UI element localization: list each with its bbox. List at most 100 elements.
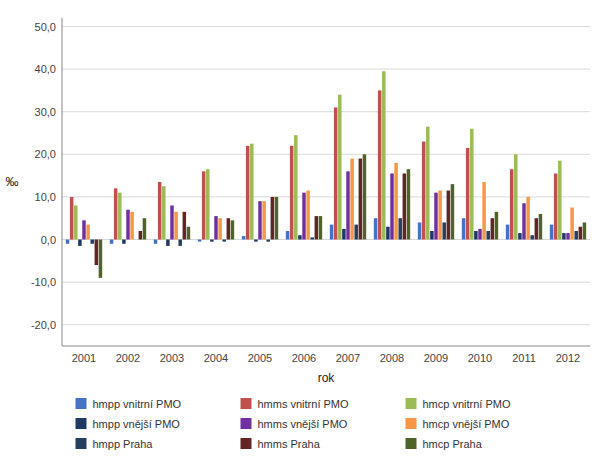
bar	[583, 222, 586, 239]
bar	[491, 218, 494, 239]
y-tick-label: -10,0	[31, 276, 56, 288]
bar	[378, 90, 381, 239]
bar	[206, 169, 209, 239]
bar	[562, 233, 565, 239]
bar	[286, 231, 289, 240]
bar	[82, 220, 85, 239]
bar	[374, 218, 377, 239]
x-tick-label: 2006	[292, 352, 316, 364]
bar	[514, 154, 517, 239]
x-axis-title: rok	[318, 371, 336, 385]
grid-line	[62, 111, 590, 112]
bar	[390, 173, 393, 239]
bar	[246, 146, 249, 240]
bar	[350, 159, 353, 240]
x-tick-label: 2005	[248, 352, 272, 364]
legend-swatch	[406, 418, 417, 429]
bar	[222, 240, 225, 242]
bar	[174, 212, 177, 240]
bar	[143, 218, 146, 239]
bar	[162, 186, 165, 239]
bar	[166, 240, 169, 246]
bar	[258, 201, 261, 239]
bar	[398, 218, 401, 239]
legend-label: hmcp Praha	[423, 438, 483, 450]
bar	[198, 240, 201, 242]
bar	[510, 169, 513, 239]
bar	[518, 233, 521, 239]
bar	[187, 227, 190, 240]
legend-swatch	[406, 398, 417, 409]
legend-swatch	[241, 398, 252, 409]
bar	[382, 71, 385, 239]
bar	[271, 197, 274, 240]
bar	[407, 169, 410, 239]
y-tick-label: 30,0	[35, 106, 56, 118]
x-tick-label: 2001	[72, 352, 96, 364]
y-axis-title: ‰	[6, 174, 19, 189]
bar	[158, 182, 161, 240]
bar	[474, 231, 477, 240]
bar	[231, 220, 234, 239]
x-tick-label: 2009	[424, 352, 448, 364]
bar	[338, 95, 341, 240]
bar	[539, 214, 542, 240]
bar	[486, 231, 489, 240]
bar	[403, 173, 406, 239]
bar	[210, 240, 213, 242]
bar	[495, 212, 498, 240]
y-axis-line	[62, 18, 63, 346]
legend-label: hmcp vnější PMO	[423, 418, 510, 430]
bar	[110, 240, 113, 244]
bar	[359, 159, 362, 240]
bar	[442, 222, 445, 239]
grid-line	[62, 154, 590, 155]
bar	[426, 127, 429, 240]
bar	[346, 171, 349, 239]
bar	[570, 208, 573, 240]
bar	[554, 173, 557, 239]
bar	[482, 182, 485, 240]
bar	[530, 235, 533, 239]
bar	[386, 227, 389, 240]
bar	[522, 203, 525, 239]
y-tick-label: 20,0	[35, 148, 56, 160]
bar	[178, 240, 181, 246]
y-tick-label: -20,0	[31, 319, 56, 331]
y-tick-label: 10,0	[35, 191, 56, 203]
bar	[122, 240, 125, 244]
bar	[526, 197, 529, 240]
bar	[183, 212, 186, 240]
bar	[315, 216, 318, 239]
bar	[466, 148, 469, 240]
bar	[134, 239, 137, 240]
x-tick-label: 2010	[468, 352, 492, 364]
bar	[154, 240, 157, 244]
bar	[262, 201, 265, 239]
legend-swatch	[241, 438, 252, 449]
bar	[118, 193, 121, 240]
bar	[70, 197, 73, 240]
x-tick-label: 2011	[512, 352, 536, 364]
bar	[290, 146, 293, 240]
legend-label: hmms Praha	[258, 438, 321, 450]
bar	[95, 240, 98, 266]
legend-label: hmms vnitrní PMO	[258, 398, 350, 410]
bar	[462, 218, 465, 239]
bar	[86, 225, 89, 240]
legend-swatch	[406, 438, 417, 449]
bar	[334, 107, 337, 239]
bar	[535, 218, 538, 239]
grid-line	[62, 69, 590, 70]
bar	[447, 191, 450, 240]
x-tick-label: 2012	[556, 352, 580, 364]
legend-label: hmpp Praha	[93, 438, 154, 450]
x-axis: 2001200220032004200520062007200820092010…	[72, 352, 580, 364]
bar	[74, 205, 77, 239]
legend-label: hmpp vnější PMO	[93, 418, 181, 430]
chart: -20,0-10,00,010,020,030,040,050,02001200…	[0, 0, 606, 474]
bar	[579, 227, 582, 240]
bar	[574, 231, 577, 240]
x-tick-label: 2002	[116, 352, 140, 364]
bar	[310, 237, 313, 239]
